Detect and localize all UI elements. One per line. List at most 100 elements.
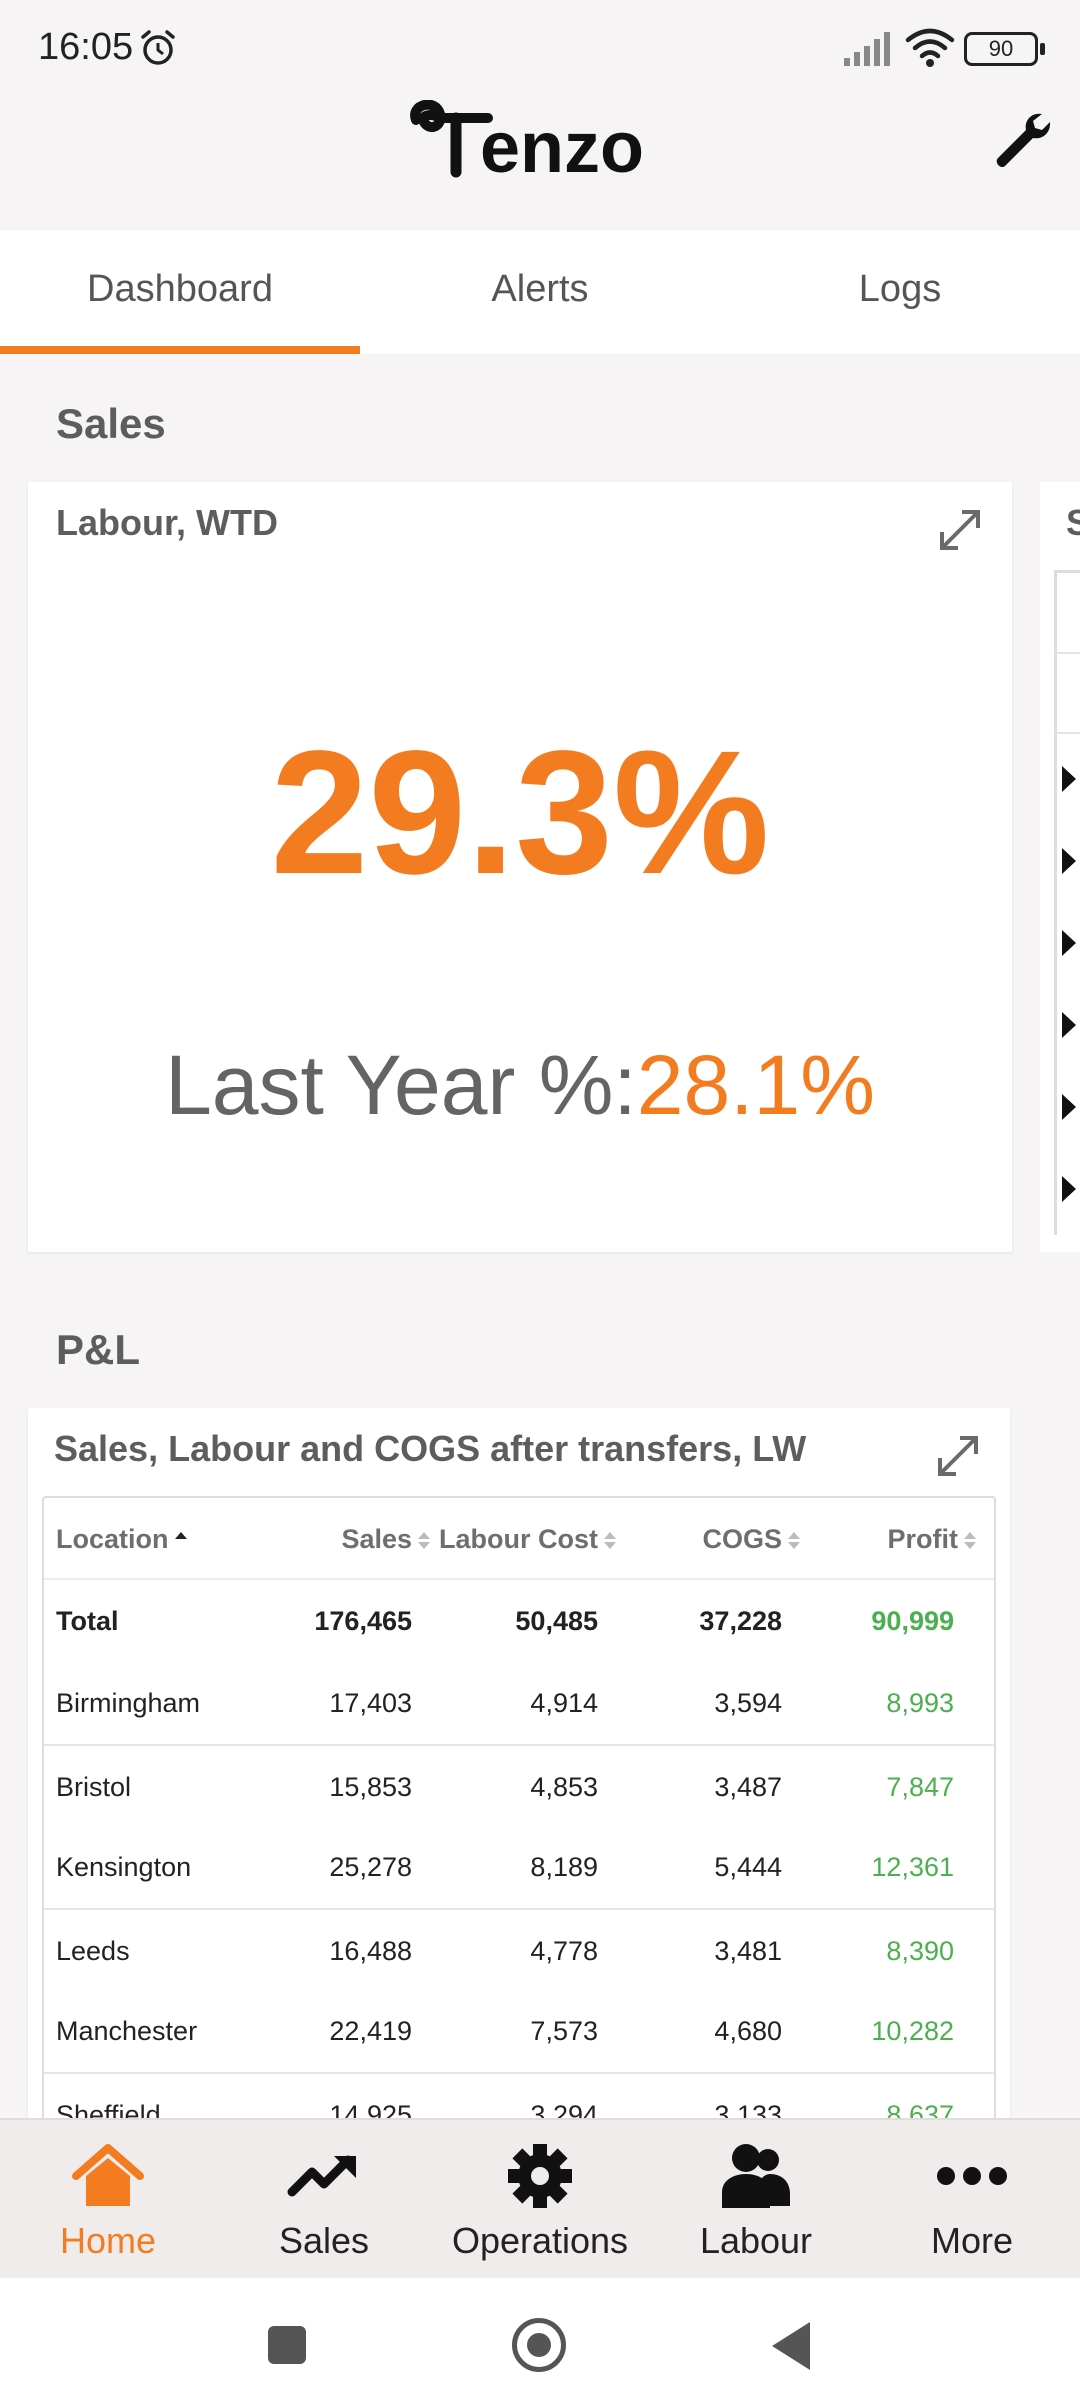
pl-table: Location Sales Labour Cost COGS Profit T… bbox=[42, 1496, 996, 2120]
caret-right-icon[interactable] bbox=[1062, 1012, 1076, 1038]
home-circle-icon[interactable] bbox=[512, 2318, 566, 2372]
cell-location: Kensington bbox=[56, 1852, 192, 1882]
caret-right-icon[interactable] bbox=[1062, 848, 1076, 874]
caret-right-icon[interactable] bbox=[1062, 1176, 1076, 1202]
trending-up-icon bbox=[287, 2155, 356, 2197]
expand-icon[interactable] bbox=[932, 1430, 984, 1482]
bottom-nav: Home Sales Operations bbox=[0, 2118, 1080, 2278]
column-header-location[interactable]: Location bbox=[56, 1524, 189, 1555]
table-row[interactable]: Manchester 22,419 7,573 4,680 10,282 bbox=[44, 1990, 994, 2072]
cell-sales: 15,853 bbox=[329, 1772, 412, 1802]
cell-sales: 17,403 bbox=[329, 1688, 412, 1718]
table-row[interactable]: Sheffield 14,925 3,294 3,133 8,637 bbox=[44, 2072, 994, 2120]
section-title-sales: Sales bbox=[56, 400, 166, 447]
table-row[interactable]: Kensington 25,278 8,189 5,444 12,361 bbox=[44, 1826, 994, 1908]
cell-labour-cost: 4,778 bbox=[530, 1936, 598, 1966]
cell-labour-cost: 50,485 bbox=[515, 1606, 598, 1636]
more-dots-icon bbox=[937, 2167, 1007, 2185]
tab-dashboard[interactable]: Dashboard bbox=[0, 230, 360, 354]
column-header-cogs[interactable]: COGS bbox=[702, 1524, 802, 1555]
cell-sales: 25,278 bbox=[329, 1852, 412, 1882]
wrench-icon[interactable] bbox=[992, 110, 1056, 174]
caret-right-icon[interactable] bbox=[1062, 930, 1076, 956]
tab-alerts[interactable]: Alerts bbox=[491, 268, 589, 310]
tab-logs[interactable]: Logs bbox=[858, 268, 942, 310]
table-header: Location Sales Labour Cost COGS Profit bbox=[44, 1498, 994, 1580]
nav-label: Labour bbox=[699, 2220, 813, 2261]
cell-cogs: 4,680 bbox=[714, 2016, 782, 2046]
column-label: Labour Cost bbox=[439, 1524, 598, 1554]
table-row[interactable]: Birmingham 17,403 4,914 3,594 8,993 bbox=[44, 1662, 994, 1744]
sort-icon bbox=[964, 1530, 978, 1552]
cell-cogs: 3,487 bbox=[714, 1772, 782, 1802]
last-year-value: 28.1% bbox=[636, 1038, 875, 1132]
cell-profit: 10,282 bbox=[871, 2016, 954, 2046]
nav-sales[interactable]: Sales bbox=[216, 2120, 432, 2278]
battery-icon: 90 bbox=[964, 32, 1045, 66]
alarm-icon bbox=[141, 30, 175, 65]
column-header-labour-cost[interactable]: Labour Cost bbox=[439, 1524, 618, 1555]
labour-wtd-card: Labour, WTD 29.3% Last Year %:28.1% bbox=[28, 482, 1012, 1252]
nav-label: Sales bbox=[278, 2220, 370, 2261]
cell-cogs: 3,133 bbox=[714, 2100, 782, 2120]
column-label: Profit bbox=[887, 1524, 959, 1554]
column-label: Location bbox=[56, 1524, 169, 1554]
nav-more[interactable]: More bbox=[864, 2120, 1080, 2278]
last-year-row: Last Year %:28.1% bbox=[28, 1037, 1012, 1134]
peek-card-title: S bbox=[1066, 502, 1080, 543]
tenzo-logo: enzo bbox=[410, 100, 680, 210]
section-title-pl: P&L bbox=[56, 1326, 140, 1373]
last-year-label: Last Year %: bbox=[165, 1038, 637, 1132]
nav-label: Operations bbox=[451, 2220, 629, 2261]
users-icon bbox=[722, 2144, 790, 2208]
cell-sales: 14,925 bbox=[329, 2100, 412, 2120]
cell-labour-cost: 4,914 bbox=[530, 1688, 598, 1718]
peek-table-frame bbox=[1054, 570, 1080, 1235]
cell-location: Leeds bbox=[56, 1936, 130, 1966]
card-title: Sales, Labour and COGS after transfers, … bbox=[54, 1428, 807, 1469]
cell-profit: 12,361 bbox=[871, 1852, 954, 1882]
column-header-sales[interactable]: Sales bbox=[341, 1524, 432, 1555]
gear-icon bbox=[508, 2144, 572, 2208]
sort-icon bbox=[788, 1530, 802, 1552]
pl-table-card: Sales, Labour and COGS after transfers, … bbox=[28, 1408, 1010, 2120]
column-header-profit[interactable]: Profit bbox=[888, 1524, 979, 1555]
nav-label: More bbox=[930, 2220, 1014, 2261]
cell-profit: 90,999 bbox=[871, 1606, 954, 1636]
status-bar: 16:05 90 bbox=[0, 0, 1080, 100]
recent-apps-icon[interactable] bbox=[268, 2326, 306, 2364]
cell-sales: 22,419 bbox=[329, 2016, 412, 2046]
column-label: Sales bbox=[341, 1524, 412, 1554]
nav-operations[interactable]: Operations bbox=[432, 2120, 648, 2278]
cell-labour-cost: 3,294 bbox=[530, 2100, 598, 2120]
expand-icon[interactable] bbox=[934, 504, 986, 556]
svg-text:enzo: enzo bbox=[480, 108, 644, 188]
next-card-peek[interactable]: S bbox=[1040, 482, 1080, 1252]
cell-profit: 8,993 bbox=[886, 1688, 954, 1718]
cell-location: Sheffield bbox=[56, 2100, 161, 2120]
cell-cogs: 37,228 bbox=[699, 1606, 782, 1636]
peek-separator bbox=[1054, 652, 1080, 654]
cell-sales: 16,488 bbox=[329, 1936, 412, 1966]
cell-location: Manchester bbox=[56, 2016, 198, 2046]
system-nav-bar bbox=[0, 2278, 1080, 2408]
nav-home[interactable]: Home bbox=[0, 2120, 216, 2278]
cell-location: Total bbox=[56, 1606, 119, 1636]
cell-profit: 8,637 bbox=[886, 2100, 954, 2120]
cell-labour-cost: 4,853 bbox=[530, 1772, 598, 1802]
signal-icon bbox=[844, 32, 890, 66]
cell-location: Bristol bbox=[56, 1772, 132, 1802]
table-row[interactable]: Bristol 15,853 4,853 3,487 7,847 bbox=[44, 1744, 994, 1826]
caret-right-icon[interactable] bbox=[1062, 1094, 1076, 1120]
caret-right-icon[interactable] bbox=[1062, 766, 1076, 792]
cell-profit: 7,847 bbox=[886, 1772, 954, 1802]
table-row-total[interactable]: Total 176,465 50,485 37,228 90,999 bbox=[44, 1580, 994, 1662]
sort-icon bbox=[418, 1530, 432, 1552]
back-triangle-icon[interactable] bbox=[772, 2322, 810, 2370]
table-row[interactable]: Leeds 16,488 4,778 3,481 8,390 bbox=[44, 1908, 994, 1990]
nav-labour[interactable]: Labour bbox=[648, 2120, 864, 2278]
cell-sales: 176,465 bbox=[314, 1606, 412, 1636]
tab-bar: Dashboard Alerts Logs bbox=[0, 230, 1080, 354]
cell-cogs: 5,444 bbox=[714, 1852, 782, 1882]
cell-cogs: 3,594 bbox=[714, 1688, 782, 1718]
